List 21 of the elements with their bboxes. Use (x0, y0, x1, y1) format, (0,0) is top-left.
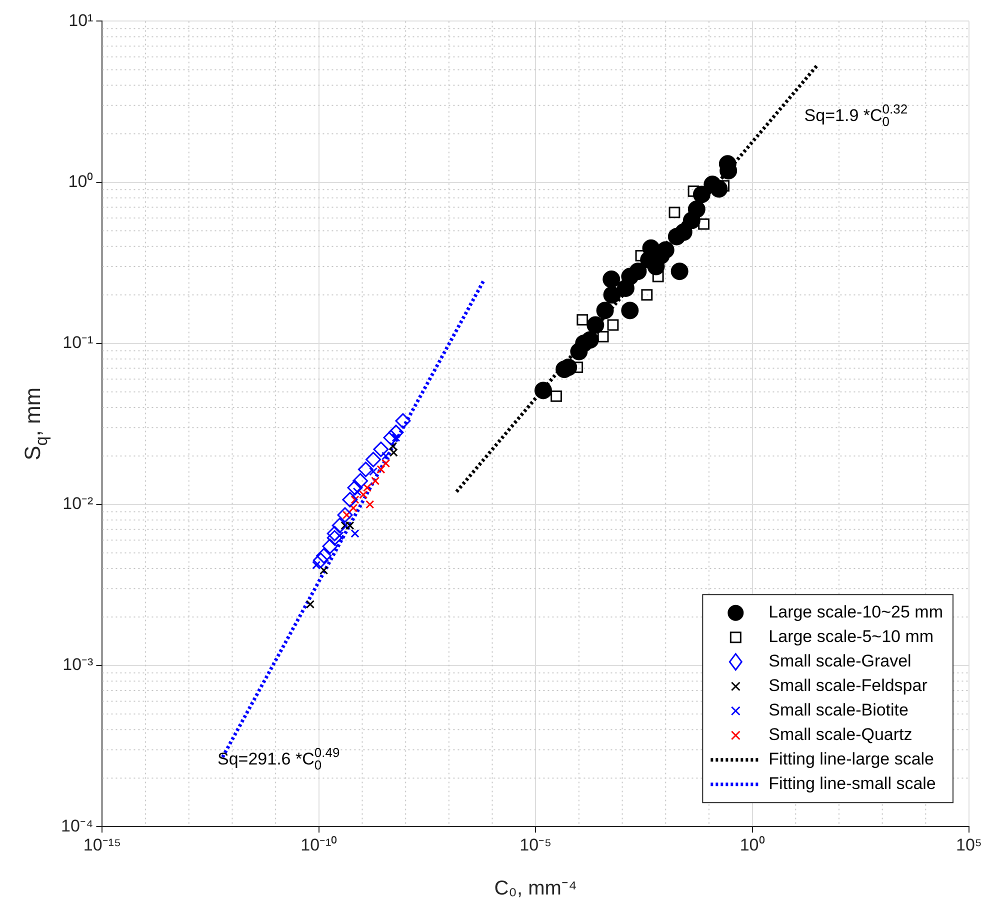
legend-label: Large scale-10~25 mm (768, 602, 943, 622)
y-axis-title: Sq, mm (20, 387, 51, 460)
y-tick-label: 10⁻² (62, 494, 94, 514)
legend-label: Small scale-Quartz (768, 725, 912, 744)
legend-label: Large scale-5~10 mm (768, 627, 934, 646)
x-tick-label: 10⁰ (740, 835, 765, 854)
legend-label: Small scale-Gravel (768, 652, 912, 671)
x-tick-label: 10⁵ (956, 835, 982, 854)
x-tick-label: 10⁻⁵ (520, 835, 552, 854)
legend-label: Fitting line-small scale (768, 774, 936, 794)
legend-label: Small scale-Biotite (768, 700, 908, 720)
x-axis-title: C₀, mm⁻⁴ (494, 878, 577, 900)
legend-label: Small scale-Feldspar (768, 676, 928, 696)
x-tick-label: 10⁻¹⁰ (300, 835, 338, 854)
x-tick-label: 10⁻¹⁵ (83, 835, 122, 854)
y-tick-label: 10⁰ (68, 172, 94, 191)
y-tick-label: 10⁻³ (62, 655, 94, 674)
legend-label: Fitting line-large scale (768, 750, 934, 769)
y-tick-label: 10⁻⁴ (60, 816, 94, 836)
y-tick-label: 10¹ (68, 10, 94, 30)
y-tick-label: 10⁻¹ (62, 333, 94, 352)
